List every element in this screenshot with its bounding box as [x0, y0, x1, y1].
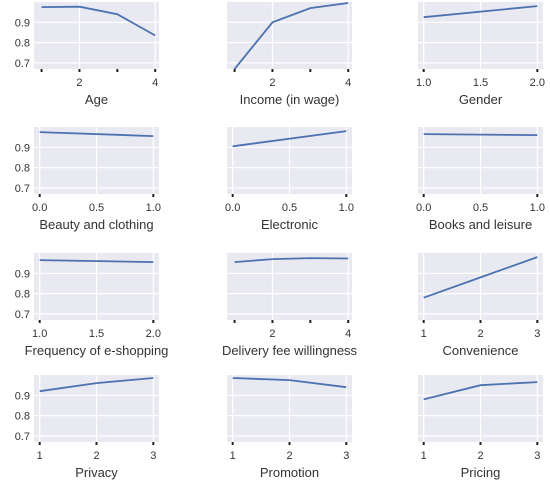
x-tick-label: 2 [269, 328, 275, 340]
series-line [41, 5, 156, 37]
x-tick-label: 0.5 [89, 202, 104, 214]
y-tick-label: 0.9 [15, 390, 30, 402]
series-line [39, 259, 154, 263]
y-tick-label: 0.9 [15, 17, 30, 29]
x-tick-label: 1 [37, 450, 43, 462]
series-line [232, 130, 347, 148]
plot-area [34, 2, 159, 69]
x-axis-label: Privacy [75, 465, 118, 480]
x-tick-label: 3 [534, 328, 540, 340]
x-axis-label: Electronic [261, 217, 319, 232]
x-axis-label: Books and leisure [429, 217, 532, 232]
y-tick-label: 0.7 [15, 58, 30, 70]
subplot-8: 2 4 Delivery fee willingness [222, 253, 358, 358]
x-tick-label: 1 [230, 450, 236, 462]
subplot-11: 1 2 3 Promotion [227, 375, 352, 480]
x-tick-label: 2.0 [146, 328, 161, 340]
x-tick-label: 2 [76, 77, 82, 89]
y-tick-label: 0.7 [15, 183, 30, 195]
x-tick-label: 2 [477, 450, 483, 462]
x-tick-label: 0.5 [473, 202, 488, 214]
series-line [423, 381, 538, 401]
series-line [39, 131, 154, 137]
plot-area [227, 253, 352, 320]
y-tick-label: 0.8 [15, 163, 30, 175]
x-tick-label: 1.0 [339, 202, 354, 214]
x-tick-label: 3 [150, 450, 156, 462]
x-tick-label: 1.0 [416, 77, 431, 89]
x-tick-label: 4 [152, 77, 158, 89]
y-tick-label: 0.9 [15, 142, 30, 154]
x-tick-label: 4 [345, 328, 351, 340]
series-line [233, 2, 349, 69]
x-tick-label: 2 [93, 450, 99, 462]
x-tick-label: 4 [345, 77, 351, 89]
y-tick-label: 0.9 [15, 268, 30, 280]
subplot-5: 0.0 0.5 1.0 Electronic [225, 127, 354, 232]
x-tick-label: 1.0 [530, 202, 545, 214]
subplot-6: 0.0 0.5 1.0 Books and leisure [416, 127, 545, 232]
series-line [423, 5, 538, 19]
y-tick-label: 0.8 [15, 38, 30, 50]
series-line [234, 257, 349, 263]
x-axis-label: Income (in wage) [240, 92, 340, 107]
x-tick-label: 3 [534, 450, 540, 462]
subplot-1: 2 4 0.7 0.8 0.9 Age [15, 2, 159, 107]
plot-area [227, 2, 352, 69]
x-tick-label: 0.5 [282, 202, 297, 214]
x-tick-label: 0.0 [32, 202, 47, 214]
x-axis-label: Convenience [443, 343, 519, 358]
subplot-2: 2 4 Income (in wage) [227, 2, 352, 107]
subplot-12: 1 2 3 Pricing [418, 375, 543, 480]
y-tick-label: 0.7 [15, 431, 30, 443]
x-axis-label: Pricing [461, 465, 501, 480]
subplot-3: 1.0 1.5 2.0 Gender [416, 2, 545, 107]
series-line [232, 377, 347, 389]
series-line [423, 133, 538, 136]
x-axis-label: Promotion [260, 465, 319, 480]
x-axis-label: Delivery fee willingness [222, 343, 358, 358]
y-tick-label: 0.7 [15, 309, 30, 321]
x-tick-label: 1 [421, 450, 427, 462]
subplot-4: 0.0 0.5 1.0 0.7 0.8 0.9 Beauty and clothing [15, 127, 161, 232]
series-line [423, 256, 538, 299]
x-tick-label: 1.0 [146, 202, 161, 214]
x-tick-label: 2 [286, 450, 292, 462]
x-tick-label: 1.0 [32, 328, 47, 340]
x-tick-label: 2 [269, 77, 275, 89]
x-tick-label: 1.5 [473, 77, 488, 89]
x-tick-label: 0.0 [416, 202, 431, 214]
x-tick-label: 1.5 [89, 328, 104, 340]
x-axis-label: Age [85, 92, 108, 107]
subplot-9: 1 2 3 Convenience [418, 253, 543, 358]
x-axis-label: Gender [459, 92, 503, 107]
x-axis-label: Frequency of e-shopping [25, 343, 169, 358]
y-tick-label: 0.8 [15, 289, 30, 301]
y-tick-label: 0.8 [15, 411, 30, 423]
x-tick-label: 1 [421, 328, 427, 340]
x-tick-label: 2.0 [530, 77, 545, 89]
subplot-10: 1 2 3 0.7 0.8 0.9 Privacy [15, 375, 159, 480]
subplot-7: 1.0 1.5 2.0 0.7 0.8 0.9 Frequency of e-shoppin… [15, 253, 169, 358]
x-tick-label: 0.0 [225, 202, 240, 214]
x-axis-label: Beauty and clothing [39, 217, 153, 232]
x-tick-label: 2 [477, 328, 483, 340]
series-line [39, 377, 154, 393]
x-tick-label: 3 [343, 450, 349, 462]
